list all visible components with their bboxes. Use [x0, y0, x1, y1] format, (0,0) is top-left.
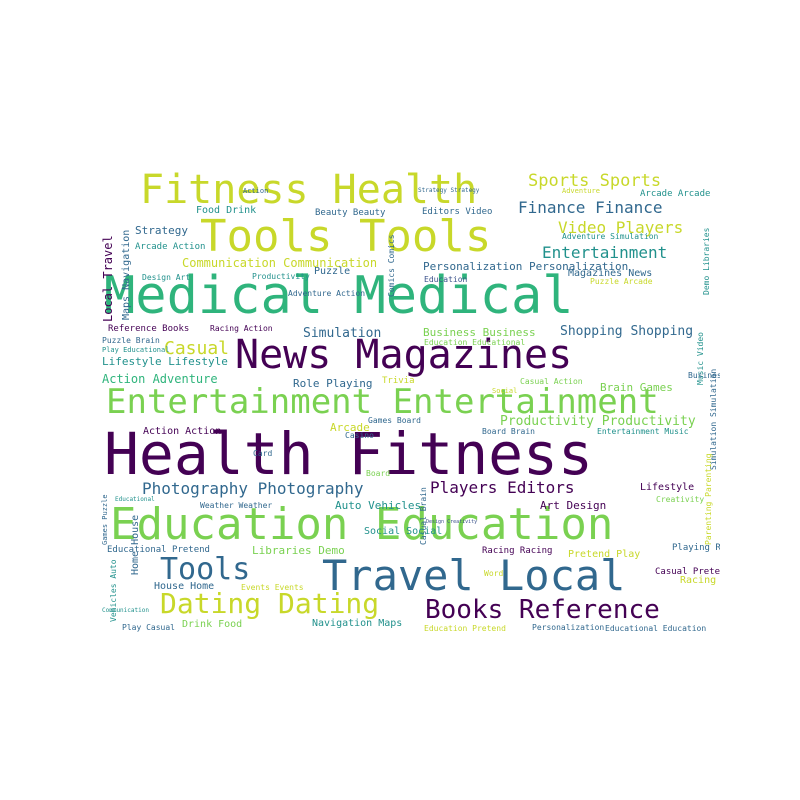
cloud-word: Games Puzzle: [101, 494, 109, 545]
cloud-word: Parenting Parenting: [704, 453, 713, 545]
cloud-word: Drink Food: [182, 619, 243, 630]
cloud-word: Educational Education: [605, 624, 707, 633]
cloud-word: Productivity Productivity: [500, 414, 696, 429]
cloud-word: Lifestyle: [640, 482, 695, 493]
cloud-word: Business Business: [423, 326, 536, 339]
cloud-word: Personalization: [532, 623, 605, 632]
cloud-word: Comics Comics: [387, 234, 396, 297]
cloud-word: Social: [492, 387, 518, 395]
cloud-word: Board Brain: [482, 427, 535, 436]
cloud-word: Racing Racing: [482, 546, 553, 556]
cloud-word: Auto Vehicles: [335, 499, 422, 512]
cloud-word: Magazines News: [568, 268, 653, 279]
cloud-word: Books Reference: [425, 595, 660, 625]
cloud-word: Education Educational: [424, 338, 526, 347]
cloud-word: Design Art: [142, 273, 191, 282]
cloud-word: Arcade Action: [135, 242, 206, 252]
cloud-word: Strategy Strategy: [418, 187, 480, 194]
cloud-word: Casual Pretend: [655, 567, 720, 577]
cloud-word: Business: [688, 371, 720, 380]
cloud-word: Adventure: [562, 187, 600, 195]
cloud-word: Maps Navigation: [121, 229, 132, 320]
cloud-word: Creativity: [656, 495, 705, 504]
cloud-word: Shopping Shopping: [560, 324, 694, 339]
cloud-word: Social Social: [364, 526, 443, 537]
cloud-word: Action Action: [143, 426, 222, 437]
cloud-word: Action Adventure: [102, 372, 218, 386]
cloud-word: Casino: [345, 431, 374, 440]
cloud-word: Video Players: [558, 218, 684, 237]
cloud-word: Card: [253, 449, 273, 458]
cloud-word: News Magazines: [235, 332, 573, 378]
cloud-word: Libraries Demo: [252, 544, 345, 557]
cloud-word: Action: [243, 187, 269, 195]
cloud-word: Pretend Play: [568, 549, 641, 560]
cloud-word: Entertainment: [542, 243, 668, 262]
cloud-word: Dating Dating: [160, 587, 380, 620]
cloud-word: Education Education: [110, 499, 614, 550]
cloud-word: Travel Local: [322, 551, 626, 600]
cloud-word: Finance Finance: [518, 198, 663, 217]
cloud-word: Adventure Action: [288, 289, 366, 298]
cloud-word: Educational: [115, 496, 155, 503]
cloud-word: Design Creativity: [426, 519, 478, 525]
cloud-word: Personalization Personalization: [423, 260, 629, 273]
cloud-word: Play Casual: [122, 623, 175, 632]
cloud-word: Role Playing: [293, 377, 373, 390]
cloud-word: Education: [424, 275, 468, 284]
cloud-word: Playing Role: [672, 543, 720, 553]
cloud-word: Simulation: [303, 326, 382, 341]
cloud-word: Racing: [680, 575, 717, 586]
cloud-word: Navigation Maps: [312, 618, 403, 629]
cloud-word: Puzzle: [314, 266, 351, 277]
cloud-word: Communication: [102, 607, 149, 614]
cloud-word: Sports Sports: [528, 171, 662, 191]
cloud-word: Home House: [130, 514, 141, 575]
cloud-word: Communication Communication: [182, 256, 378, 270]
cloud-word: Strategy: [135, 224, 188, 237]
cloud-word: Racing Action: [210, 324, 273, 333]
cloud-word: Word: [484, 569, 504, 578]
cloud-word: Games Board: [368, 416, 421, 425]
cloud-word: Beauty Beauty: [315, 208, 386, 218]
cloud-word: Education Pretend: [424, 624, 506, 633]
cloud-word: Tools Tools: [200, 211, 492, 262]
cloud-word: Puzzle Arcade: [590, 277, 653, 286]
cloud-word: Fitness Health: [140, 170, 478, 213]
cloud-word: Casual: [164, 338, 230, 359]
cloud-word: Tools: [160, 552, 251, 587]
cloud-word: Puzzle Brain: [102, 336, 160, 345]
cloud-word: Events Events: [241, 583, 304, 592]
cloud-word: Health Fitness: [104, 420, 593, 488]
cloud-word: Weather Weather: [200, 501, 273, 510]
cloud-word: Editors Video: [422, 207, 493, 217]
cloud-word: Arcade Arcade: [640, 189, 711, 199]
word-cloud: Health Fitness Medical Medical Education E…: [100, 170, 720, 635]
cloud-word: Entertainment Music: [597, 427, 689, 436]
cloud-word: Medical Medical: [104, 266, 574, 326]
cloud-word: Play Educational: [102, 346, 170, 354]
cloud-word: Board: [366, 469, 391, 478]
cloud-word: Adventure Simulation: [562, 232, 659, 241]
cloud-word: Trivia: [382, 376, 415, 386]
cloud-word: Demo Libraries: [702, 227, 711, 295]
cloud-word: Local Travel: [101, 235, 115, 322]
cloud-word: Reference Books: [108, 324, 190, 334]
cloud-word: Brain Games: [600, 381, 673, 394]
cloud-word: Entertainment Entertainment: [106, 382, 659, 422]
cloud-word: Casual Action: [520, 377, 583, 386]
cloud-word: Players Editors: [430, 478, 575, 497]
cloud-word: Photography Photography: [142, 479, 364, 498]
cloud-word: Lifestyle Lifestyle: [102, 355, 228, 368]
cloud-word: House Home: [154, 581, 215, 592]
cloud-word: Art Design: [540, 499, 607, 512]
cloud-word: Educational Pretend: [107, 545, 210, 555]
cloud-word: Productivity: [252, 272, 310, 281]
cloud-word: Food Drink: [196, 205, 257, 216]
cloud-word: Arcade: [330, 421, 370, 434]
